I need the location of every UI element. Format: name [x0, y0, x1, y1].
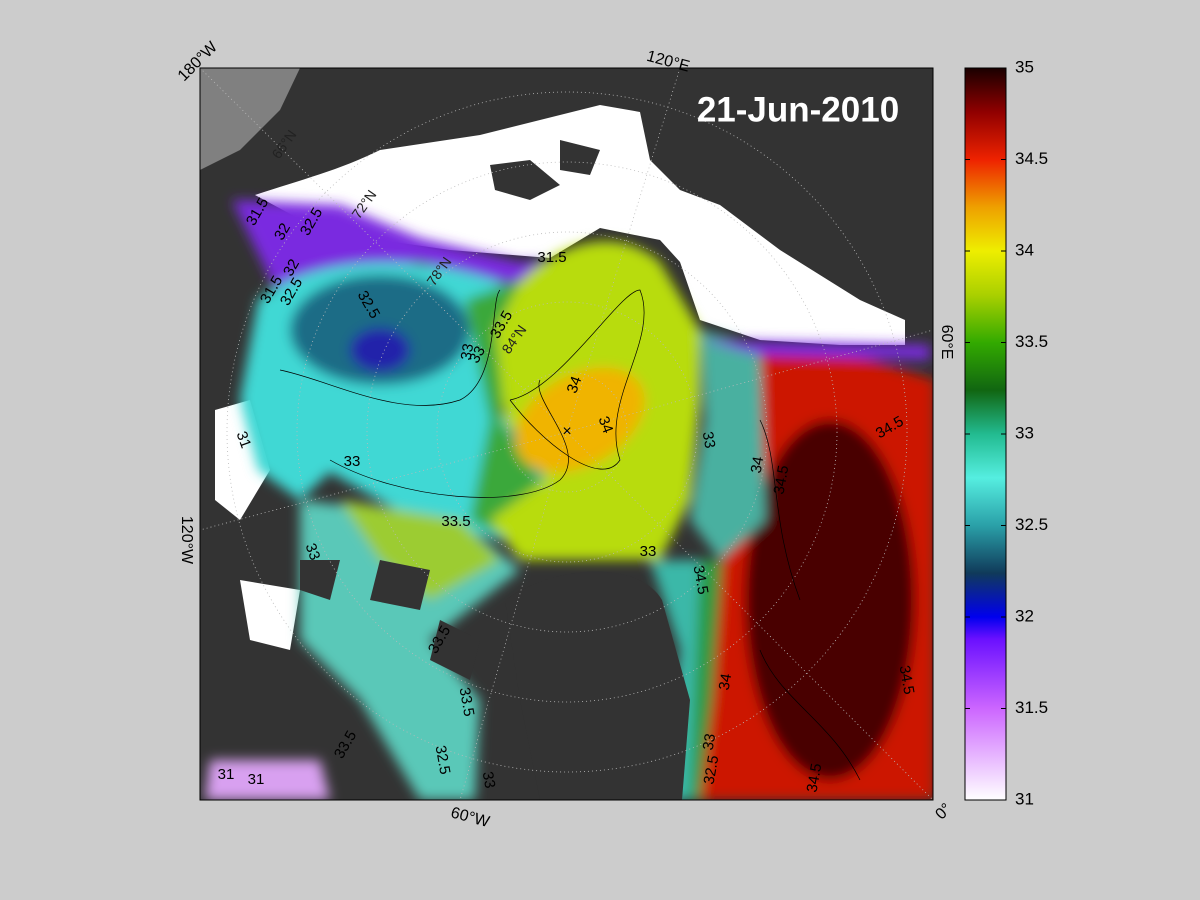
colorbar-ticks: 31 31.5 32 32.5 33 33.5 34 34.5 35	[965, 57, 1048, 808]
field	[690, 560, 722, 800]
field	[515, 367, 645, 473]
contour-label: 33	[344, 453, 361, 470]
map: ×	[200, 68, 933, 800]
contour-label: 34.5	[771, 464, 793, 496]
tick-label: 31	[1015, 789, 1034, 808]
pole-marker: ×	[562, 423, 571, 440]
contour-label: 33	[466, 343, 489, 366]
greenland	[505, 571, 690, 800]
contour-label: 31	[218, 766, 235, 783]
tick-label: 35	[1015, 57, 1034, 76]
contour-label: 32	[271, 220, 294, 243]
tick-label: 31.5	[1015, 698, 1048, 717]
contour-label: 33	[640, 543, 657, 560]
contour-label: 32	[280, 256, 303, 279]
sea-ice	[240, 580, 300, 650]
contour-label: 31	[248, 771, 265, 788]
contour-label: 34	[595, 414, 617, 435]
tick-label: 34	[1015, 240, 1034, 259]
map-frame	[199, 67, 934, 801]
tick-label: 33	[1015, 423, 1034, 442]
tick-label: 34.5	[1015, 149, 1048, 168]
contour-label: 33	[699, 430, 719, 449]
contour-label: 34.5	[690, 564, 712, 596]
date-label: 21-Jun-2010	[697, 90, 899, 129]
contour-label: 34.5	[896, 664, 918, 696]
contour-label: 34	[716, 672, 736, 691]
parallel	[296, 161, 838, 703]
contour-line	[279, 289, 861, 781]
graticule	[200, 68, 933, 800]
contour-label: 33	[458, 342, 478, 361]
field	[340, 500, 500, 600]
field	[745, 420, 915, 780]
field	[350, 328, 410, 372]
field	[690, 330, 765, 560]
salinity-field	[205, 200, 933, 800]
contour-label: 34.5	[804, 762, 826, 794]
contour-label: 34	[564, 374, 586, 395]
land-shade	[200, 68, 300, 170]
islands	[300, 560, 480, 680]
contour-label: 33.5	[441, 513, 470, 530]
contour-label: 33	[302, 541, 324, 562]
contour-label: 33	[479, 770, 499, 789]
contour-label: 33.5	[456, 686, 478, 718]
contour-label: 31	[233, 429, 255, 450]
colorbar	[964, 67, 1007, 801]
tick-label: 32	[1015, 606, 1034, 625]
field	[700, 340, 930, 360]
contour-label: 33	[700, 732, 720, 751]
contour-label: 32.5	[701, 754, 723, 786]
parallel	[366, 231, 768, 633]
field	[205, 760, 330, 800]
contour-label: 31.5	[537, 249, 566, 266]
sea-ice	[255, 105, 905, 345]
contour-label: 34	[748, 455, 768, 474]
longitude-label: 0°	[932, 800, 955, 823]
islands	[490, 140, 600, 200]
parallel	[436, 301, 698, 563]
field	[232, 200, 565, 305]
parallel	[506, 371, 628, 493]
longitude-label: 60°E	[938, 325, 955, 360]
field	[465, 280, 560, 545]
longitude-label: 120°W	[178, 516, 195, 565]
tick-label: 32.5	[1015, 515, 1048, 534]
contour-label: 32.5	[432, 744, 454, 776]
longitude-label: 60°W	[449, 804, 492, 831]
parallel	[226, 91, 908, 773]
tick-label: 33.5	[1015, 332, 1048, 351]
